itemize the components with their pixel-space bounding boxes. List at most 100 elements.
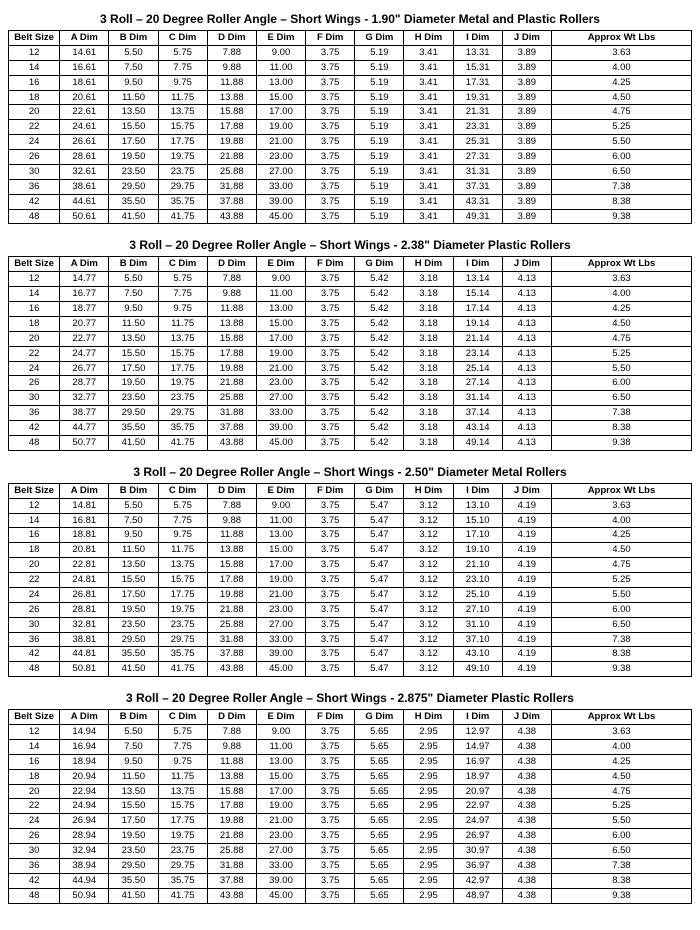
- cell-j: 4.38: [502, 754, 551, 769]
- cell-belt: 12: [9, 498, 60, 513]
- cell-i: 24.97: [453, 814, 502, 829]
- cell-c: 13.75: [158, 105, 207, 120]
- cell-g: 5.47: [355, 558, 404, 573]
- cell-h: 3.12: [404, 513, 453, 528]
- cell-e: 17.00: [256, 331, 305, 346]
- cell-j: 3.89: [502, 105, 551, 120]
- cell-c: 35.75: [158, 873, 207, 888]
- cell-j: 4.19: [502, 647, 551, 662]
- cell-a: 22.94: [60, 784, 109, 799]
- cell-belt: 42: [9, 873, 60, 888]
- cell-h: 3.18: [404, 391, 453, 406]
- cell-i: 12.97: [453, 725, 502, 740]
- cell-f: 3.75: [306, 888, 355, 903]
- cell-i: 13.10: [453, 498, 502, 513]
- cell-f: 3.75: [306, 135, 355, 150]
- cell-h: 3.41: [404, 90, 453, 105]
- col-header: I Dim: [453, 257, 502, 272]
- cell-h: 3.18: [404, 376, 453, 391]
- cell-i: 23.31: [453, 120, 502, 135]
- cell-c: 35.75: [158, 647, 207, 662]
- cell-c: 17.75: [158, 135, 207, 150]
- cell-e: 23.00: [256, 602, 305, 617]
- cell-g: 5.65: [355, 873, 404, 888]
- cell-f: 3.75: [306, 632, 355, 647]
- cell-d: 13.88: [207, 90, 256, 105]
- cell-c: 29.75: [158, 632, 207, 647]
- cell-f: 3.75: [306, 844, 355, 859]
- cell-a: 44.94: [60, 873, 109, 888]
- cell-b: 41.50: [109, 435, 158, 450]
- cell-j: 4.38: [502, 888, 551, 903]
- cell-belt: 42: [9, 421, 60, 436]
- cell-e: 13.00: [256, 754, 305, 769]
- cell-wt: 4.75: [551, 558, 691, 573]
- cell-wt: 4.00: [551, 287, 691, 302]
- cell-b: 11.50: [109, 543, 158, 558]
- cell-f: 3.75: [306, 784, 355, 799]
- cell-a: 26.77: [60, 361, 109, 376]
- table-row: 2022.9413.5013.7515.8817.003.755.652.952…: [9, 784, 692, 799]
- cell-e: 17.00: [256, 558, 305, 573]
- cell-b: 13.50: [109, 331, 158, 346]
- cell-a: 32.94: [60, 844, 109, 859]
- cell-belt: 26: [9, 602, 60, 617]
- cell-belt: 14: [9, 287, 60, 302]
- cell-d: 7.88: [207, 45, 256, 60]
- cell-c: 19.75: [158, 602, 207, 617]
- cell-i: 21.31: [453, 105, 502, 120]
- table-row: 3638.6129.5029.7531.8833.003.755.193.413…: [9, 179, 692, 194]
- cell-h: 3.41: [404, 164, 453, 179]
- cell-d: 13.88: [207, 543, 256, 558]
- col-header: I Dim: [453, 710, 502, 725]
- cell-g: 5.65: [355, 754, 404, 769]
- cell-g: 5.19: [355, 164, 404, 179]
- cell-b: 11.50: [109, 316, 158, 331]
- cell-a: 18.81: [60, 528, 109, 543]
- cell-h: 2.95: [404, 829, 453, 844]
- cell-d: 31.88: [207, 858, 256, 873]
- cell-wt: 5.25: [551, 346, 691, 361]
- cell-d: 21.88: [207, 150, 256, 165]
- cell-f: 3.75: [306, 164, 355, 179]
- cell-d: 15.88: [207, 558, 256, 573]
- cell-c: 23.75: [158, 844, 207, 859]
- cell-b: 7.50: [109, 513, 158, 528]
- cell-belt: 30: [9, 391, 60, 406]
- cell-b: 19.50: [109, 376, 158, 391]
- cell-c: 13.75: [158, 558, 207, 573]
- cell-g: 5.47: [355, 617, 404, 632]
- cell-belt: 12: [9, 45, 60, 60]
- cell-b: 17.50: [109, 361, 158, 376]
- cell-belt: 14: [9, 739, 60, 754]
- table-row: 3032.7723.5023.7525.8827.003.755.423.183…: [9, 391, 692, 406]
- cell-i: 23.10: [453, 573, 502, 588]
- cell-g: 5.65: [355, 814, 404, 829]
- cell-f: 3.75: [306, 587, 355, 602]
- cell-g: 5.47: [355, 528, 404, 543]
- cell-i: 27.10: [453, 602, 502, 617]
- cell-a: 16.61: [60, 60, 109, 75]
- table-row: 2426.6117.5017.7519.8821.003.755.193.412…: [9, 135, 692, 150]
- col-header: B Dim: [109, 31, 158, 46]
- cell-c: 7.75: [158, 739, 207, 754]
- cell-d: 19.88: [207, 361, 256, 376]
- cell-f: 3.75: [306, 513, 355, 528]
- cell-d: 9.88: [207, 513, 256, 528]
- cell-f: 3.75: [306, 331, 355, 346]
- cell-c: 15.75: [158, 573, 207, 588]
- cell-e: 33.00: [256, 406, 305, 421]
- cell-c: 11.75: [158, 543, 207, 558]
- cell-belt: 48: [9, 435, 60, 450]
- cell-g: 5.65: [355, 799, 404, 814]
- cell-a: 38.77: [60, 406, 109, 421]
- cell-h: 3.12: [404, 647, 453, 662]
- cell-a: 50.94: [60, 888, 109, 903]
- cell-e: 39.00: [256, 194, 305, 209]
- cell-belt: 36: [9, 858, 60, 873]
- col-header: Belt Size: [9, 31, 60, 46]
- cell-g: 5.42: [355, 272, 404, 287]
- cell-e: 45.00: [256, 209, 305, 224]
- col-header: H Dim: [404, 483, 453, 498]
- cell-h: 3.41: [404, 75, 453, 90]
